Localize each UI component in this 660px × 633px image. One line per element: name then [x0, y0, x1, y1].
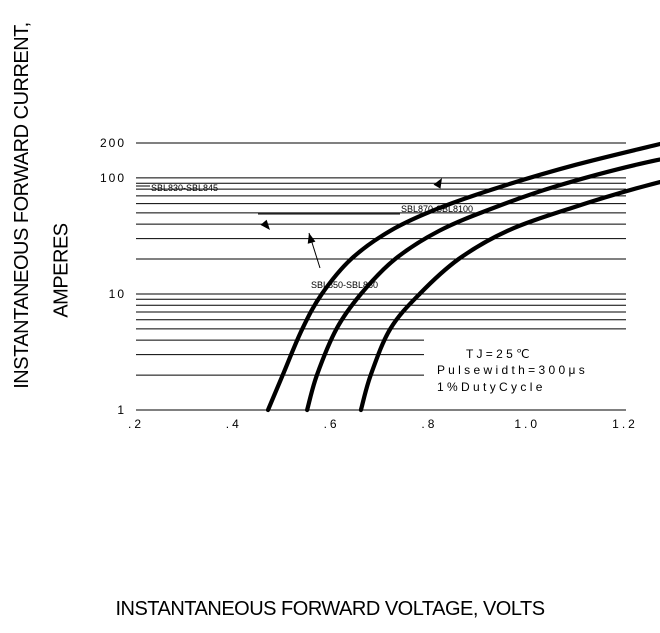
- label-sbl850-sbl860: SBL850-SBL860: [311, 280, 378, 290]
- x-tick-label: 1.0: [514, 417, 540, 431]
- y-tick-label: 1: [117, 403, 126, 417]
- x-tick-label: 1.2: [612, 417, 638, 431]
- x-tick-label: .2: [128, 417, 144, 431]
- curve-sbl870-sbl8100: [358, 179, 660, 413]
- arrow-sbl870-sbl8100-b: [433, 178, 442, 189]
- curve-sbl850-sbl860: [305, 157, 660, 413]
- curve-sbl830-sbl845: [265, 141, 660, 413]
- arrow-sbl850-sbl860: [307, 233, 316, 244]
- gridlines: [136, 142, 626, 411]
- test-conditions: T J = 2 5 ℃ P u l s e w i d t h = 3 0 0 μ…: [437, 347, 585, 394]
- label-sbl830-sbl845: SBL830-SBL845: [151, 183, 218, 193]
- condition-text-3: 1 % D u t y C y c l e: [437, 380, 543, 394]
- x-tick-label: .6: [324, 417, 340, 431]
- series-curves: [265, 141, 660, 413]
- condition-text-1: T J = 2 5 ℃: [466, 347, 530, 361]
- x-tick-label: .4: [226, 417, 242, 431]
- y-tick-label: 10: [109, 287, 126, 301]
- y-tick-label: 100: [100, 171, 126, 185]
- series-labels: SBL830-SBL845 SBL870-SBL8100 SBL850-SBL860: [136, 178, 473, 290]
- condition-text-2: P u l s e w i d t h = 3 0 0 μ s: [437, 363, 585, 377]
- y-tick-label: 200: [100, 136, 126, 150]
- label-sbl870-sbl8100: SBL870-SBL8100: [401, 204, 473, 214]
- x-axis-label: INSTANTANEOUS FORWARD VOLTAGE, VOLTS: [115, 598, 545, 620]
- x-tick-label: .8: [421, 417, 437, 431]
- arrow-sbl870-sbl8100: [260, 219, 270, 230]
